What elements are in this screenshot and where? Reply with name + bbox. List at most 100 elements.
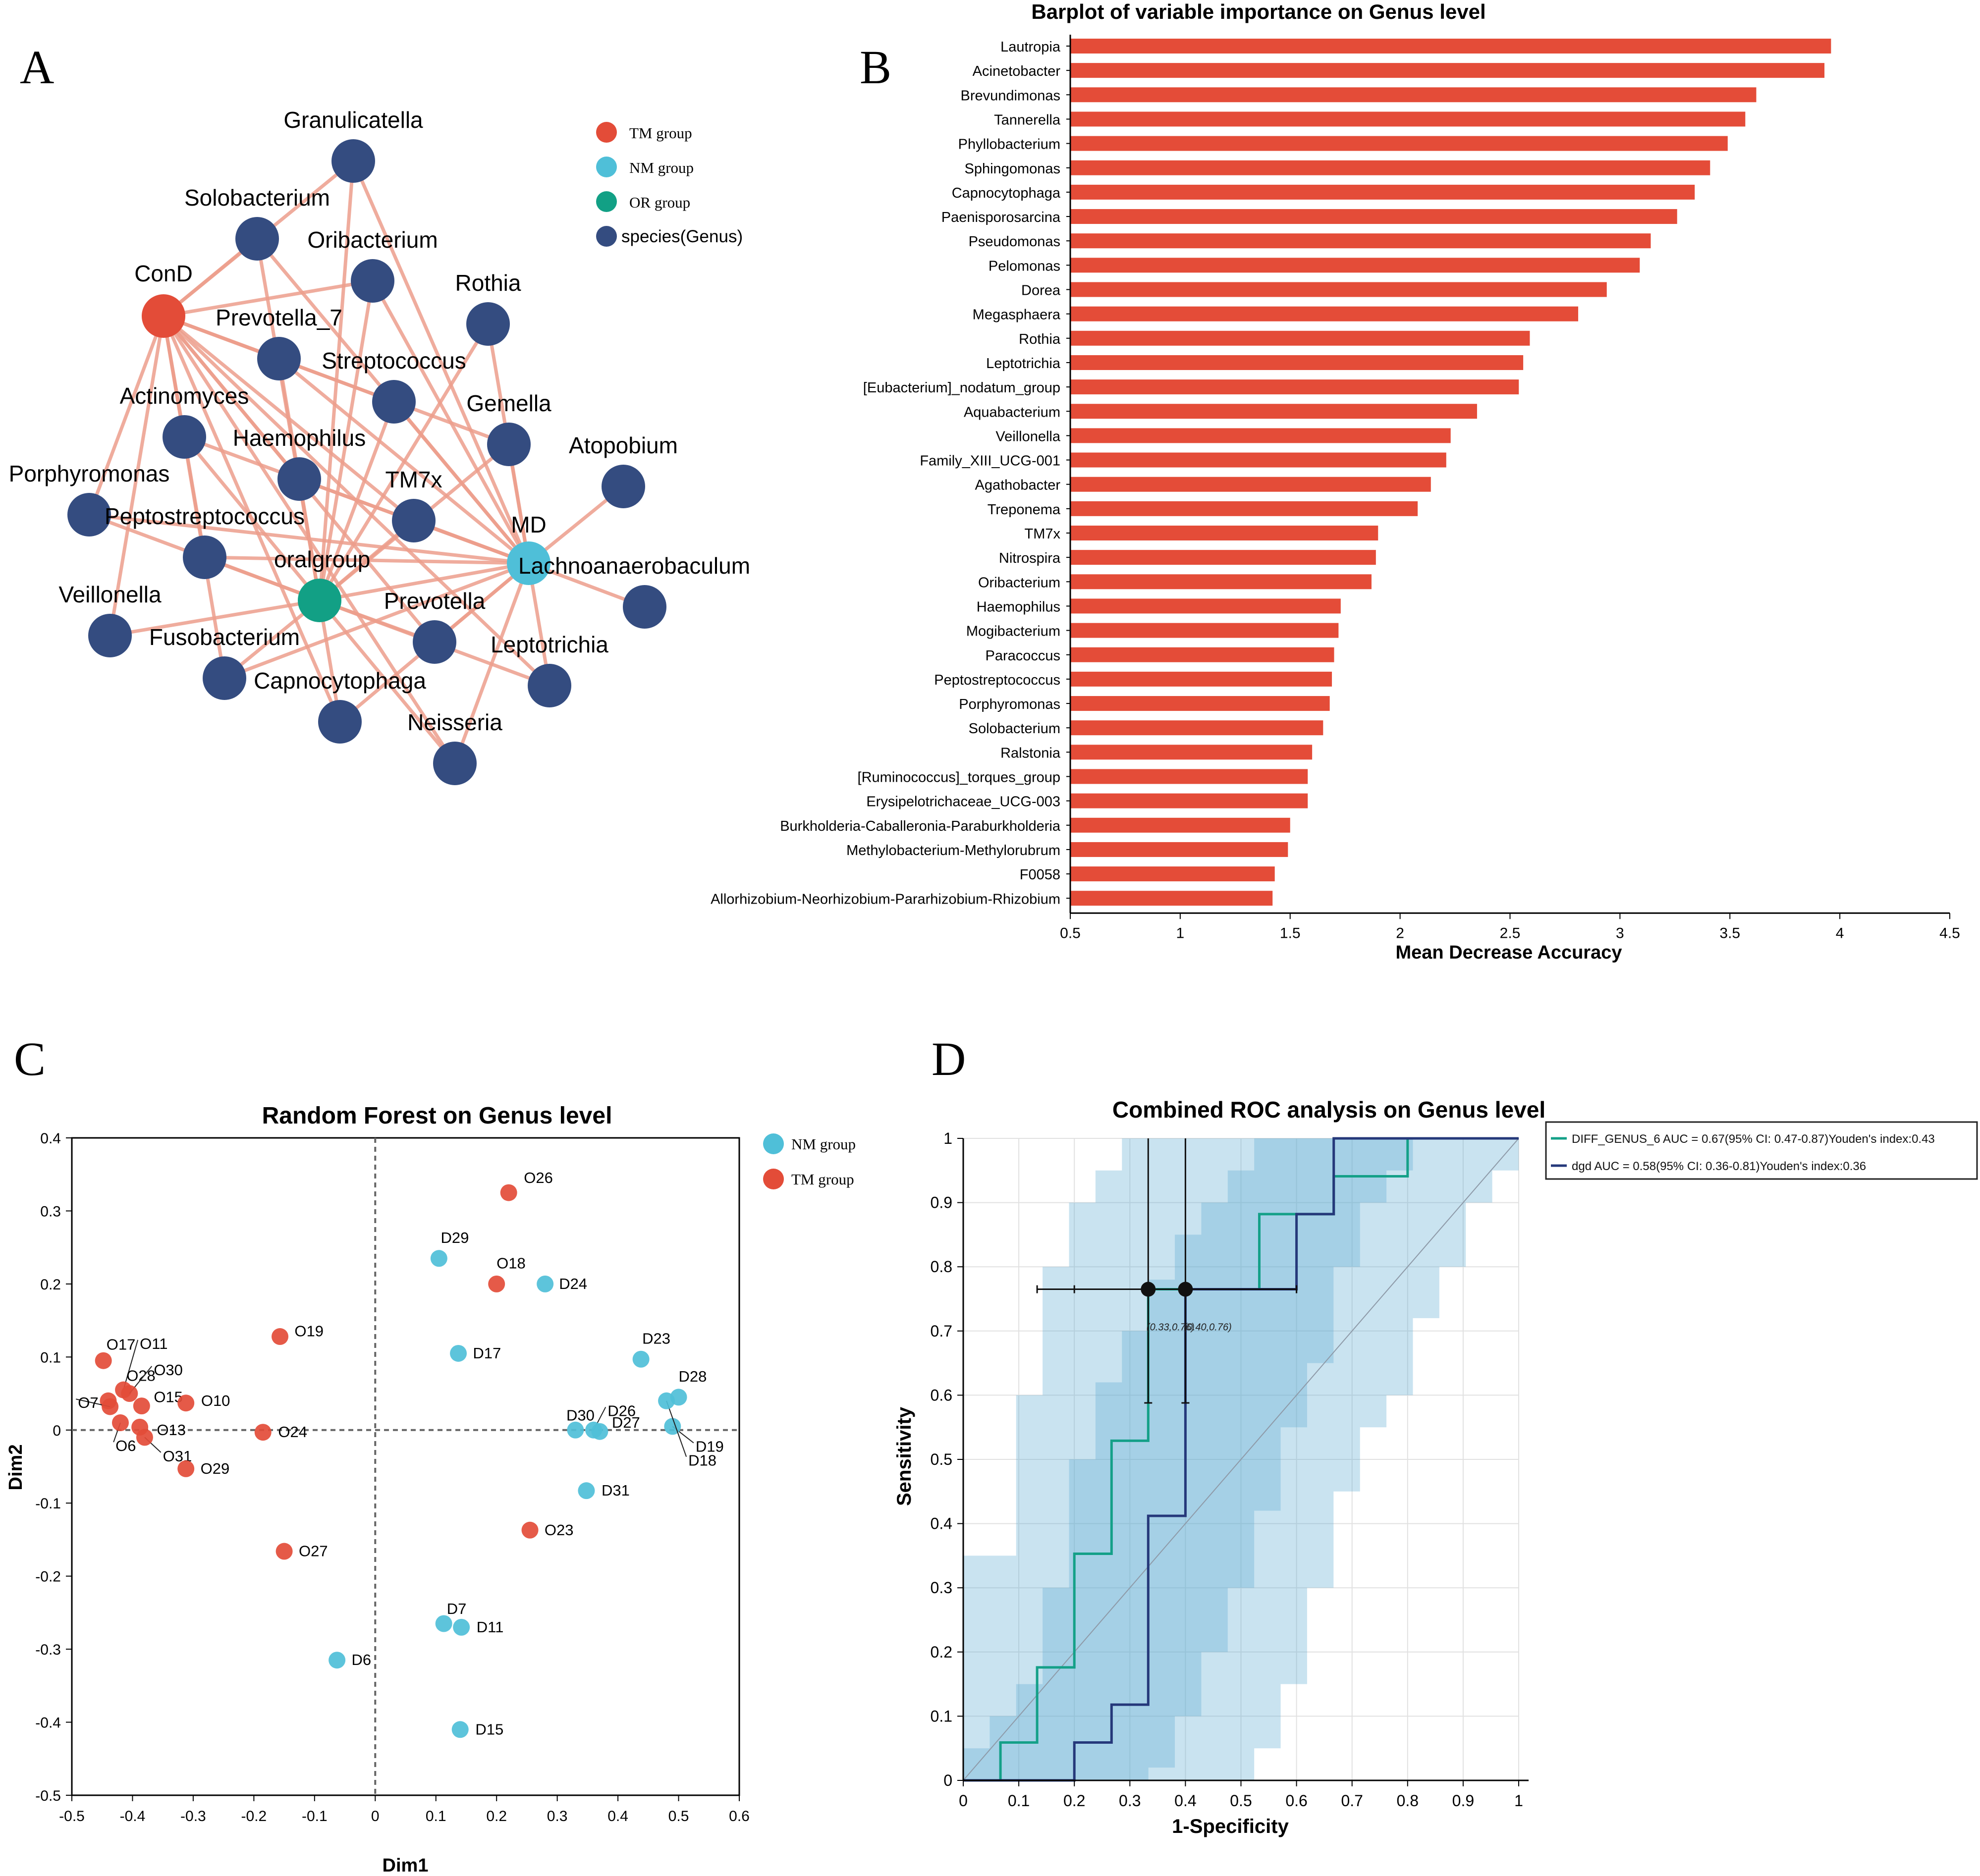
node-label-oralgroup: oralgroup [274,546,370,572]
x-tick-label: 1.5 [1280,925,1301,941]
point-label-o30: O30 [154,1361,183,1379]
network-edge [318,323,490,601]
bar-category-label: Lautropia [1000,39,1061,55]
y-tick-label: 0 [943,1771,952,1789]
node-label-solobacterium: Solobacterium [184,185,330,211]
node-solobacterium [235,217,279,261]
legend-swatch-nm [596,157,617,177]
x-tick-label: 0.5 [1060,925,1081,941]
node-label-veillonella: Veillonella [58,582,162,607]
point-d7 [435,1615,452,1632]
x-tick-label: 3.5 [1719,925,1740,941]
point-label-d6: D6 [352,1651,372,1668]
legend-label-nm: NM group [629,159,694,176]
bar-category-label: Phyllobacterium [958,137,1060,153]
y-tick-label: 1 [943,1129,952,1147]
network-edge [318,599,456,765]
x-tick-label: 1 [1176,925,1185,941]
bar [1070,63,1825,78]
bar [1070,39,1831,54]
bar-category-label: Leptotrichia [986,356,1061,372]
point-label-d24: D24 [559,1275,587,1292]
point-label-d27: D27 [612,1414,640,1431]
y-tick-label: -0.4 [35,1715,61,1731]
point-o17 [95,1352,112,1369]
bar-x-axis: 0.5 1 1.5 2 2.5 3 3.5 4 4.5 [1060,35,1960,941]
bar-category-label: Rothia [1019,331,1061,347]
node-actinomyces [163,415,206,459]
y-tick-label: -0.1 [35,1496,61,1512]
bar [1070,745,1313,760]
x-tick-label: 0.5 [668,1808,689,1824]
x-tick-label: 4.5 [1939,925,1960,941]
x-tick-label: 0.3 [547,1808,568,1824]
point-label-d29: D29 [441,1229,469,1246]
network-edge [318,401,396,601]
bar [1070,87,1757,103]
x-tick-label: -0.3 [180,1808,206,1824]
x-tick-label: -0.2 [241,1808,267,1824]
node-cond [142,294,185,338]
bar-category-label: TM7x [1025,526,1061,542]
bar-category-label: Paenisporosarcina [941,210,1061,225]
x-tick-label: 1 [1514,1792,1523,1810]
x-tick-label: 0.2 [1063,1792,1085,1810]
panel-letter-b: B [860,41,891,94]
bar [1070,671,1332,687]
node-prevotella-7 [257,337,301,380]
y-tick-label: -0.5 [35,1788,61,1804]
point-o23 [521,1521,539,1539]
node-label-haemophilus: Haemophilus [233,425,366,451]
node-label-peptostreptococcus: Peptostreptococcus [105,503,305,529]
point-o29 [177,1460,195,1477]
y-tick-label: -0.3 [35,1642,61,1658]
point-o24 [254,1424,272,1441]
x-tick-label: 4 [1836,925,1844,941]
bar-category-label: Paracoccus [985,648,1060,664]
node-leptotrichia [528,664,571,707]
x-tick-label: 0.6 [729,1808,750,1824]
point-d31 [578,1482,595,1500]
x-tick-label: 0.7 [1341,1792,1363,1810]
bar-category-label: Aquabacterium [964,404,1060,420]
y-tick-label: 0 [53,1423,61,1439]
node-label-streptococcus: Streptococcus [322,348,466,374]
point-label-o29: O29 [201,1460,230,1477]
panel-letter-d: D [932,1032,966,1085]
bar [1070,184,1695,200]
point-o26 [500,1184,517,1201]
bar [1070,111,1746,127]
point-d29 [430,1250,447,1267]
optimal-point-label: (0.33,0.76) [1147,1322,1195,1333]
scatter-title: Random Forest on Genus level [262,1103,612,1129]
x-tick-label: 0 [371,1808,380,1824]
x-tick-label: -0.5 [59,1808,85,1824]
network-edge [108,316,165,636]
bar-category-label: Mogibacterium [966,624,1060,640]
point-o27 [275,1543,293,1560]
point-label-o17: O17 [107,1336,136,1353]
bar-category-label: Family_XIII_UCG-001 [920,453,1060,469]
node-tm7x [392,499,436,542]
y-tick-label: 0.4 [40,1130,61,1147]
x-tick-label: 0.2 [486,1808,507,1824]
x-tick-label: -0.1 [302,1808,328,1824]
roc-diagonal [963,1138,1519,1781]
bar [1070,355,1524,370]
bar-x-axis-label: Mean Decrease Accuracy [1396,942,1622,963]
roc-y-axis-label: Sensitivity [893,1406,915,1506]
roc-curve-roc-dgd [963,1137,1519,1782]
node-label-md: MD [511,512,547,537]
node-label-prevotella: Prevotella [384,588,486,614]
bar-series: Lautropia Acinetobacter Brevundimonas Tanne… [711,39,1831,907]
point-label-d26: D26 [607,1402,636,1419]
bar-category-label: Veillonella [995,429,1060,444]
bar-category-label: Peptostreptococcus [934,672,1060,688]
bar-category-label: Oribacterium [978,575,1060,590]
bar-category-label: F0058 [1020,867,1060,883]
bar [1070,793,1308,808]
bar-category-label: Agathobacter [975,478,1060,493]
point-label-d23: D23 [642,1330,670,1347]
bar [1070,598,1341,614]
bar [1070,428,1451,443]
